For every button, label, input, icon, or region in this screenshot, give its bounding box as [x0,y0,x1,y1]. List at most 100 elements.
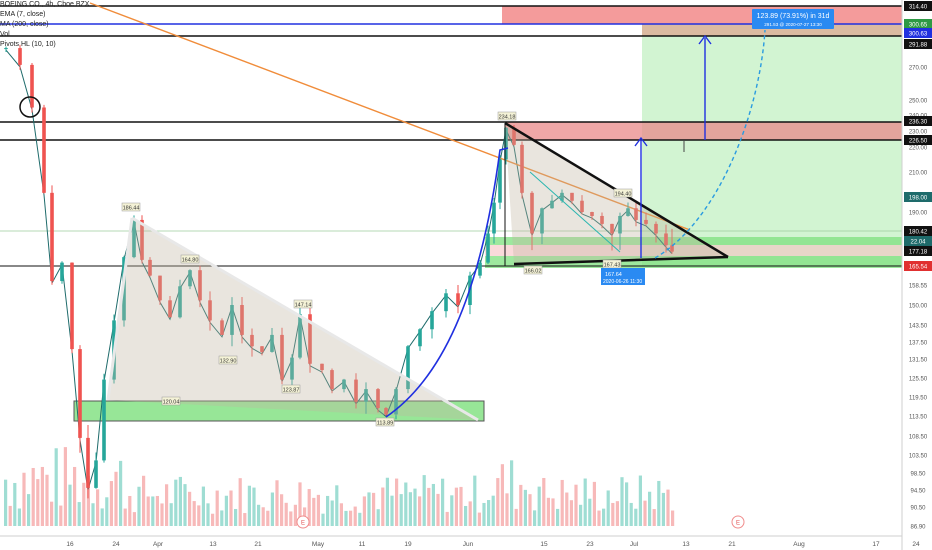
price-axis-label: 198.00 [909,196,928,202]
event-marker-text: E [301,521,305,527]
measure-label-sub: 291.53 @ 2020-07-27 13:30 [764,22,822,27]
pivot-label-box [523,265,543,275]
volume-bar [358,512,362,526]
candle-body [18,48,22,65]
measure-label-main: 123.89 (73.91%) in 31d [757,13,830,20]
volume-bar [312,497,316,526]
volume-bar [569,500,573,526]
volume-bar [556,508,560,526]
legend-pivots[interactable]: Pivots HL (10, 10) [0,41,56,48]
time-axis-label: Jul [630,541,639,548]
pivot-label: 166.02 [525,269,542,275]
price-axis-label: 314.40 [909,5,928,11]
volume-bar [4,479,8,526]
time-axis-label: 19 [404,541,412,548]
legend-vol[interactable]: Vol [0,31,10,38]
candle-body [342,379,346,390]
support-zone-upper [485,237,902,245]
price-badge [904,236,932,246]
candle-body [308,314,312,364]
pivot-label-box [281,384,301,394]
volume-bar [234,508,238,526]
volume-bar [606,490,610,526]
candle-body [654,223,658,234]
volume-bar [275,480,279,526]
candle-body [230,305,234,335]
price-axis-badge [904,19,932,29]
volume-bar [123,508,127,526]
price-axis-badge [904,135,932,145]
volume-bar [565,492,569,526]
price-axis-badge [904,226,932,236]
candle-body [364,389,368,402]
volume-bar [215,490,219,526]
volume-bar [261,507,265,526]
measure-label-box [752,9,834,29]
candle-body [250,334,254,347]
candle-body [644,219,648,224]
volume-bar [114,471,118,526]
volume-bar [17,508,21,526]
volume-bar [128,495,132,526]
volume-bar [661,492,665,526]
volume-bar [54,448,58,526]
volume-bar [335,485,339,526]
price-axis-label: 291.88 [909,43,928,49]
volume-bar [316,494,320,526]
pivot-label: 164.80 [182,258,199,264]
teal-line [529,171,621,253]
time-axis[interactable]: 16 24 Apr 13 21 May 11 19 Jun 15 23 Jul 13 21 Aug 17 24 [0,535,920,548]
volume-bar [666,489,670,526]
price-axis-label: 150.00 [909,304,928,310]
price-axis-label: 113.50 [909,415,928,421]
triangle-upper-line [131,216,479,422]
price-badge-label: 165.54 [909,265,928,271]
volume-bar [188,491,192,526]
time-axis-label: Apr [153,541,164,548]
pivot-label: 234.18 [499,115,516,121]
candle-body [520,144,524,193]
volume-bar [376,509,380,526]
candle-body [354,379,358,402]
volume-bar [638,475,642,526]
candle-body [188,270,192,287]
support-zone-lower [485,256,902,268]
price-axis[interactable]: 314.40300.65300.63291.88270.00250.00240.… [901,0,932,550]
volume-bar [353,506,357,526]
pivot-label: 132.90 [220,359,237,365]
time-axis-label: 24 [112,541,120,548]
volume-bar [280,494,284,526]
volume-bar [441,478,445,526]
legend-ma[interactable]: MA (200, close) [0,21,49,28]
candle-body [178,286,182,318]
volume-bar [330,500,334,526]
volume-bar [201,486,205,526]
volume-bar [349,510,353,526]
legend-ema[interactable]: EMA (7, close) [0,11,46,18]
volume-bar [657,480,661,526]
price-axis-label: 180.42 [909,230,928,236]
volume-bar [615,501,619,526]
price-axis-label: 226.50 [909,139,928,145]
candle-body [430,311,434,330]
volume-bar [533,510,537,526]
volume-bar [326,495,330,526]
volume-bar [611,502,615,526]
volume-layer [4,447,675,526]
volume-bar [45,474,49,526]
price-axis-label: 236.30 [909,120,928,126]
volume-bar [293,504,297,526]
volume-bar [629,502,633,526]
price-axis-label: 119.50 [909,396,928,402]
volume-bar [229,490,233,526]
candle-body [290,357,294,380]
event-marker [296,515,310,529]
price-axis-badge [904,1,932,11]
volume-bar [155,495,159,526]
volume-bar [367,492,371,526]
legend-symbol[interactable]: BOEING CO., 4h, Cboe BZX [0,1,90,8]
volume-bar [192,501,196,526]
volume-bar [477,512,481,526]
